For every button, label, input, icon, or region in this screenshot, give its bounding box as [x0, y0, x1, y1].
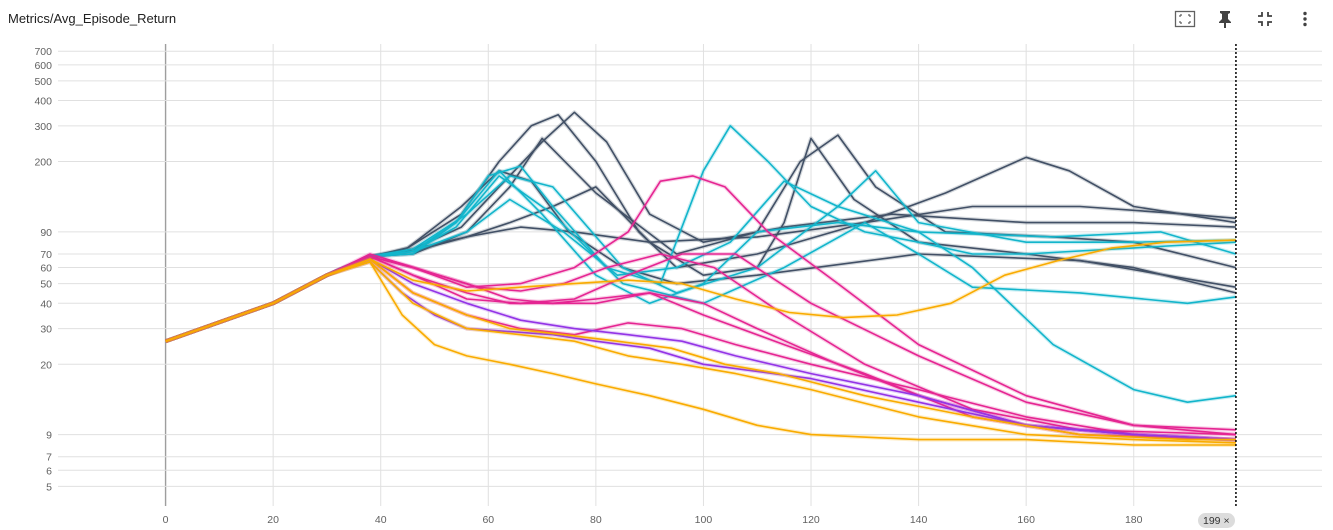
y-tick-label: 6	[46, 465, 52, 477]
more-vert-icon	[1303, 11, 1307, 27]
series-line-11	[165, 175, 1236, 436]
y-tick-label: 500	[34, 76, 52, 88]
y-axis-ticks: 5 67 9 20 30 40 50 60 70 90 200 300 400 500 600 700	[34, 46, 52, 493]
pin-button[interactable]	[1205, 8, 1245, 30]
x-tick-label: 120	[802, 514, 820, 526]
more-options-button[interactable]	[1285, 8, 1325, 30]
series-lines	[164, 110, 1237, 447]
y-tick-label: 7	[46, 452, 52, 464]
series-line-1	[165, 111, 1236, 342]
series-raw-line-6	[164, 123, 1237, 344]
y-tick-label: 40	[40, 298, 52, 310]
close-icon[interactable]: ×	[1223, 514, 1230, 527]
y-tick-label: 90	[40, 227, 52, 239]
y-tick-label: 20	[40, 359, 52, 371]
step-cursor-value: 199	[1203, 514, 1221, 527]
series-line-22	[165, 261, 1236, 444]
y-tick-label: 70	[40, 249, 52, 261]
step-cursor-badge[interactable]: 199 ×	[1198, 513, 1235, 528]
collapse-icon	[1258, 12, 1272, 26]
series-raw-line-11	[164, 173, 1237, 437]
chart-toolbar	[1165, 8, 1325, 30]
x-tick-label: 60	[482, 514, 494, 526]
pin-icon	[1219, 11, 1231, 28]
y-tick-label: 30	[40, 324, 52, 336]
x-axis-ticks: 0 20 40 60 80 100 120 140 160 180	[163, 514, 1143, 526]
y-tick-label: 300	[34, 121, 52, 133]
y-tick-label: 9	[46, 430, 52, 442]
x-tick-label: 20	[267, 514, 279, 526]
fit-domain-icon	[1174, 10, 1196, 28]
x-tick-label: 100	[695, 514, 713, 526]
series-raw-line-1	[164, 110, 1236, 344]
series-line-15	[165, 253, 1236, 436]
series-raw-line-0	[164, 112, 1237, 344]
x-tick-label: 160	[1017, 514, 1035, 526]
fit-domain-button[interactable]	[1165, 8, 1205, 30]
collapse-button[interactable]	[1245, 8, 1285, 30]
y-tick-label: 5	[46, 481, 52, 493]
chart-title: Metrics/Avg_Episode_Return	[8, 11, 177, 26]
y-tick-label: 50	[40, 279, 52, 291]
x-tick-label: 0	[163, 514, 169, 526]
x-tick-label: 140	[910, 514, 928, 526]
y-tick-label: 600	[34, 60, 52, 72]
x-tick-label: 180	[1125, 514, 1143, 526]
y-tick-label: 200	[34, 157, 52, 169]
y-tick-label: 60	[40, 263, 52, 275]
series-line-0	[165, 114, 1236, 342]
y-gridlines	[58, 50, 1322, 487]
series-line-6	[165, 125, 1236, 342]
x-tick-label: 80	[590, 514, 602, 526]
y-tick-label: 400	[34, 96, 52, 108]
x-tick-label: 40	[375, 514, 387, 526]
series-line-21	[165, 239, 1236, 342]
y-tick-label: 700	[34, 46, 52, 58]
